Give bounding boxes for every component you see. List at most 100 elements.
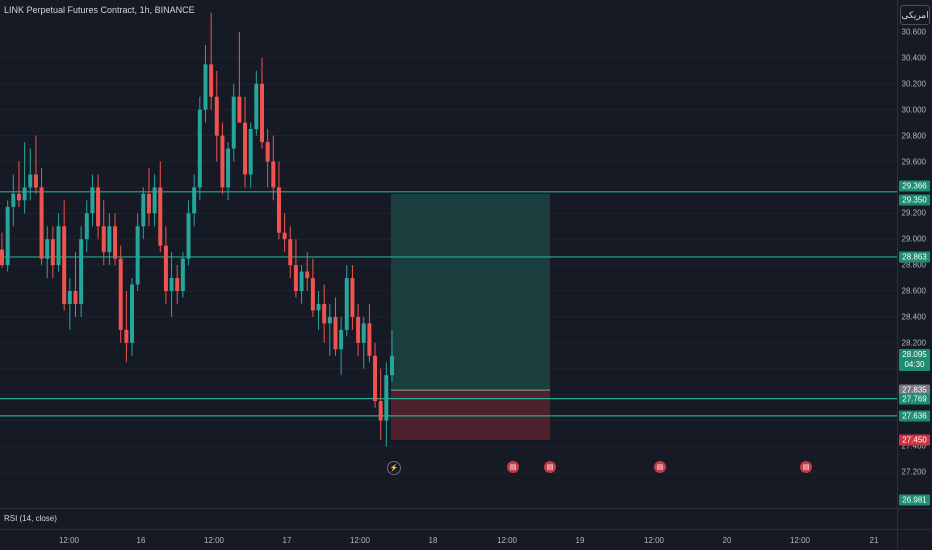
price-tick-label: 29.200 — [901, 208, 926, 218]
candle-body — [265, 142, 270, 162]
us-flag-event-icon[interactable]: ▤ — [507, 461, 519, 473]
position-tool — [391, 193, 550, 440]
time-tick-label: 16 — [136, 536, 146, 545]
last-price-badge: 28.095 04:30 — [899, 349, 930, 372]
candle-body — [361, 323, 366, 343]
loss-zone — [391, 390, 550, 440]
candle-body — [356, 316, 361, 343]
candle-body — [310, 278, 315, 311]
last-price-value: 28.095 — [902, 350, 927, 360]
time-tick-label: 12:00 — [203, 536, 225, 545]
candle-body — [384, 375, 389, 421]
countdown-timer: 04:30 — [904, 360, 925, 370]
price-badge: 29.366 — [899, 180, 930, 192]
candle-body — [73, 291, 78, 304]
price-tick-label: 27.200 — [901, 467, 926, 477]
candle-body — [180, 258, 185, 291]
candle-body — [163, 245, 168, 291]
candle-body — [96, 187, 101, 227]
candle-body — [203, 64, 208, 110]
price-tick-label: 27.400 — [901, 441, 926, 451]
candle-body — [33, 174, 38, 188]
candle-body — [113, 226, 118, 259]
time-tick-label: 12:00 — [789, 536, 811, 545]
candle-body — [271, 161, 276, 188]
price-badge: 27.835 — [899, 384, 930, 396]
candle-body — [243, 122, 248, 175]
us-flag-event-icon[interactable]: ▤ — [654, 461, 666, 473]
candle-body — [367, 323, 372, 356]
time-tick-label: 19 — [575, 536, 585, 545]
candle-body — [175, 278, 180, 291]
candle-body — [0, 249, 4, 266]
candle-body — [192, 187, 197, 214]
candle-body — [28, 174, 33, 188]
candle-body — [390, 355, 394, 376]
candle-body — [299, 271, 304, 291]
price-badge: 27.636 — [899, 410, 930, 422]
candle-body — [56, 226, 61, 266]
candle-body — [118, 258, 123, 330]
candle-body — [141, 193, 146, 227]
candle-body — [220, 135, 225, 188]
candle-body — [124, 329, 129, 343]
candle-body — [107, 226, 112, 253]
candle-body — [248, 129, 253, 175]
candle-body — [293, 265, 298, 291]
symbol-title[interactable]: LINK Perpetual Futures Contract, 1h, BIN… — [4, 5, 195, 15]
price-badge: 29.350 — [899, 194, 930, 206]
candle-body — [45, 239, 50, 259]
candle-body — [130, 284, 134, 343]
candle-body — [333, 316, 338, 350]
candle-body — [169, 278, 174, 291]
price-tick-label: 30.400 — [901, 53, 926, 63]
candle-body — [344, 278, 349, 330]
us-flag-event-icon[interactable]: ▤ — [544, 461, 556, 473]
candle-body — [322, 303, 327, 324]
currency-button[interactable]: امریکی — [900, 5, 930, 25]
price-badge: 27.450 — [899, 434, 930, 446]
price-tick-label: 30.600 — [901, 27, 926, 37]
candlestick-series — [0, 12, 394, 447]
candle-body — [186, 213, 191, 259]
candle-body — [231, 96, 236, 149]
price-tick-label: 28.400 — [901, 312, 926, 322]
candle-body — [67, 291, 72, 304]
time-tick-label: 12:00 — [496, 536, 518, 545]
candle-body — [101, 226, 106, 253]
candle-body — [152, 187, 157, 214]
candle-body — [16, 193, 21, 201]
time-tick-label: 21 — [869, 536, 879, 545]
candle-body — [197, 109, 202, 188]
candle-body — [226, 148, 231, 188]
candle-body — [327, 316, 332, 324]
price-badge: 26.981 — [899, 494, 930, 506]
us-flag-event-icon[interactable]: ▤ — [800, 461, 812, 473]
candle-body — [237, 96, 242, 123]
price-tick-label: 30.000 — [901, 105, 926, 115]
time-tick-label: 12:00 — [58, 536, 80, 545]
flash-event-icon[interactable]: ⚡ — [387, 461, 401, 475]
candle-body — [11, 193, 16, 207]
candle-body — [62, 226, 67, 304]
rsi-indicator-label[interactable]: RSI (14, close) — [4, 514, 57, 523]
price-tick-label: 29.000 — [901, 234, 926, 244]
candle-body — [22, 187, 27, 201]
candle-body — [84, 213, 89, 240]
candle-body — [146, 193, 151, 214]
candle-body — [90, 187, 95, 214]
candle-body — [5, 206, 10, 266]
candle-body — [50, 239, 55, 266]
price-tick-label: 28.800 — [901, 260, 926, 270]
candle-body — [79, 239, 84, 304]
candle-body — [282, 232, 287, 240]
pane-separator[interactable] — [0, 508, 932, 509]
price-tick-label: 28.200 — [901, 338, 926, 348]
candle-body — [276, 187, 281, 233]
candle-body — [39, 187, 44, 259]
candle-body — [378, 401, 383, 421]
price-tick-label: 29.800 — [901, 131, 926, 141]
candle-body — [288, 239, 293, 266]
candle-body — [158, 187, 163, 246]
